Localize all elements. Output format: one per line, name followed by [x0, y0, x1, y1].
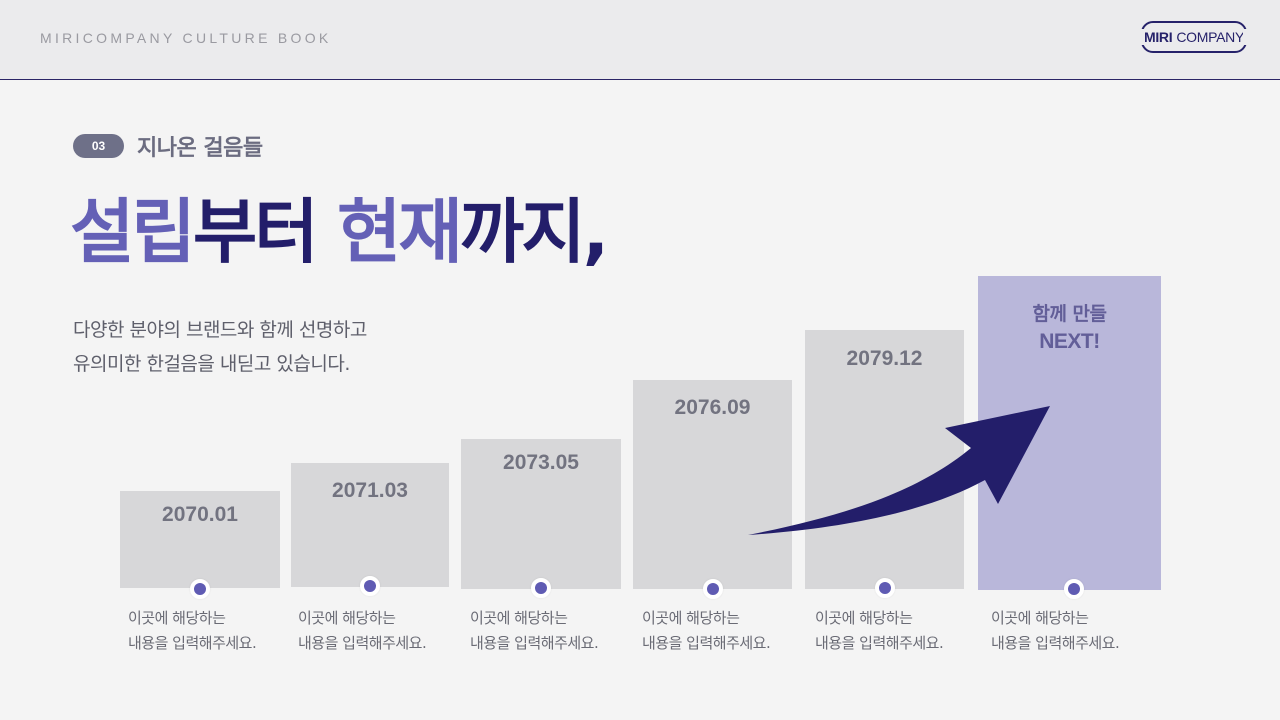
caption-line-2: 내용을 입력해주세요. [470, 634, 599, 652]
timeline-dot-4 [703, 579, 723, 599]
caption-line-1: 이곳에 해당하는 [991, 609, 1089, 627]
description: 다양한 분야의 브랜드와 함께 선명하고 유의미한 한걸음을 내딛고 있습니다. [73, 313, 367, 381]
caption-line-1: 이곳에 해당하는 [128, 609, 226, 627]
timeline-bar-4: 2076.09 [633, 380, 792, 589]
headline-part-founding: 설립 [70, 191, 196, 273]
headline-part-until: 까지, [459, 191, 609, 273]
timeline-caption-2: 이곳에 해당하는 내용을 입력해주세요. [298, 606, 427, 656]
caption-line-2: 내용을 입력해주세요. [991, 634, 1120, 652]
description-line-1: 다양한 분야의 브랜드와 함께 선명하고 [73, 319, 367, 341]
page-headline: 설립부터 현재까지, [70, 182, 609, 282]
description-line-2: 유의미한 한걸음을 내딛고 있습니다. [73, 353, 350, 375]
timeline-bar-1: 2070.01 [120, 491, 280, 588]
logo-regular-text: COMPANY [1176, 29, 1244, 45]
caption-line-2: 내용을 입력해주세요. [642, 634, 771, 652]
headline-part-from: 부터 [192, 191, 337, 273]
timeline-date: 2071.03 [332, 479, 408, 502]
timeline-date: 2073.05 [503, 451, 579, 474]
logo-gap-left [1139, 29, 1145, 45]
caption-line-2: 내용을 입력해주세요. [298, 634, 427, 652]
section-number-badge: 03 [73, 134, 124, 158]
timeline-bar-2: 2071.03 [291, 463, 449, 587]
timeline-bar-3: 2073.05 [461, 439, 621, 589]
timeline-date: 2070.01 [162, 503, 238, 526]
caption-line-1: 이곳에 해당하는 [642, 609, 740, 627]
timeline-dot-5 [875, 578, 895, 598]
next-line-2: NEXT! [1039, 330, 1100, 353]
caption-line-1: 이곳에 해당하는 [815, 609, 913, 627]
timeline-bar-5: 2079.12 [805, 330, 964, 589]
timeline-next-label: 함께 만들 NEXT! [978, 301, 1161, 355]
logo-gap-right [1243, 29, 1249, 45]
logo-bold-text: MIRI [1143, 29, 1173, 45]
timeline-caption-3: 이곳에 해당하는 내용을 입력해주세요. [470, 606, 599, 656]
header-title: MIRICOMPANY CULTURE BOOK [40, 30, 332, 46]
timeline-caption-1: 이곳에 해당하는 내용을 입력해주세요. [128, 606, 257, 656]
headline-part-present: 현재 [336, 191, 463, 273]
timeline-caption-5: 이곳에 해당하는 내용을 입력해주세요. [815, 606, 944, 656]
header-bar: MIRICOMPANY CULTURE BOOK MIRI COMPANY [0, 0, 1280, 80]
caption-line-2: 내용을 입력해주세요. [815, 634, 944, 652]
company-logo: MIRI COMPANY [1139, 21, 1249, 53]
timeline-dot-1 [190, 579, 210, 599]
timeline-date: 2076.09 [674, 396, 751, 419]
timeline-caption-4: 이곳에 해당하는 내용을 입력해주세요. [642, 606, 771, 656]
next-line-1: 함께 만들 [1032, 303, 1107, 325]
timeline-dot-2 [360, 576, 380, 596]
timeline-date: 2079.12 [846, 347, 923, 370]
caption-line-2: 내용을 입력해주세요. [128, 634, 257, 652]
caption-line-1: 이곳에 해당하는 [298, 609, 396, 627]
curved-up-right-arrow-icon [748, 406, 1050, 535]
caption-line-1: 이곳에 해당하는 [470, 609, 568, 627]
timeline-caption-6: 이곳에 해당하는 내용을 입력해주세요. [991, 606, 1120, 656]
section-title: 지나온 걸음들 [137, 136, 263, 161]
timeline-dot-3 [531, 578, 551, 598]
timeline-dot-6 [1064, 579, 1084, 599]
